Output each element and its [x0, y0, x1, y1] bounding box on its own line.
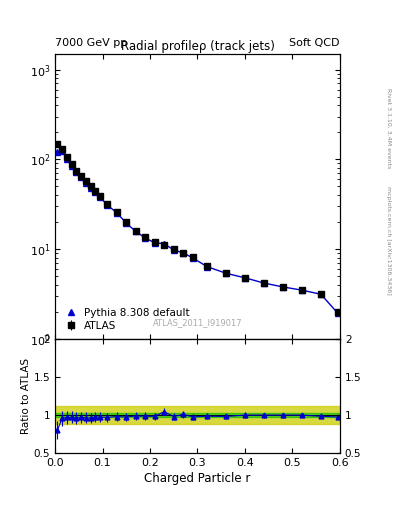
Pythia 8.308 default: [79, 175, 83, 181]
Pythia 8.308 default: [64, 156, 69, 162]
Text: ATLAS_2011_I919017: ATLAS_2011_I919017: [152, 318, 242, 328]
Pythia 8.308 default: [299, 287, 304, 293]
Pythia 8.308 default: [171, 247, 176, 253]
Pythia 8.308 default: [74, 169, 79, 175]
Pythia 8.308 default: [105, 202, 110, 208]
Pythia 8.308 default: [205, 264, 209, 270]
Pythia 8.308 default: [60, 147, 64, 154]
Pythia 8.308 default: [242, 275, 247, 281]
Y-axis label: Ratio to ATLAS: Ratio to ATLAS: [21, 358, 31, 434]
Pythia 8.308 default: [98, 194, 103, 200]
Pythia 8.308 default: [114, 209, 119, 216]
X-axis label: Charged Particle r: Charged Particle r: [144, 472, 251, 485]
Pythia 8.308 default: [124, 220, 129, 226]
Pythia 8.308 default: [319, 291, 323, 297]
Pythia 8.308 default: [162, 241, 167, 247]
Pythia 8.308 default: [143, 235, 148, 241]
Pythia 8.308 default: [69, 163, 74, 169]
Pythia 8.308 default: [335, 310, 340, 316]
Legend: Pythia 8.308 default, ATLAS: Pythia 8.308 default, ATLAS: [60, 305, 193, 334]
Pythia 8.308 default: [55, 149, 60, 155]
Pythia 8.308 default: [88, 185, 93, 191]
Pythia 8.308 default: [152, 240, 157, 246]
Pythia 8.308 default: [93, 189, 98, 196]
Text: Soft QCD: Soft QCD: [290, 37, 340, 48]
Pythia 8.308 default: [224, 270, 228, 276]
Text: Rivet 3.1.10, 3.4M events: Rivet 3.1.10, 3.4M events: [386, 88, 391, 168]
Text: 7000 GeV pp: 7000 GeV pp: [55, 37, 127, 48]
Pythia 8.308 default: [181, 250, 185, 256]
Line: Pythia 8.308 default: Pythia 8.308 default: [54, 147, 341, 316]
Pythia 8.308 default: [84, 180, 88, 186]
Pythia 8.308 default: [133, 228, 138, 234]
Pythia 8.308 default: [190, 255, 195, 261]
Pythia 8.308 default: [281, 284, 285, 290]
Title: Radial profileρ (track jets): Radial profileρ (track jets): [121, 39, 274, 53]
Text: mcplots.cern.ch [arXiv:1306.3436]: mcplots.cern.ch [arXiv:1306.3436]: [386, 186, 391, 295]
Pythia 8.308 default: [262, 280, 266, 286]
